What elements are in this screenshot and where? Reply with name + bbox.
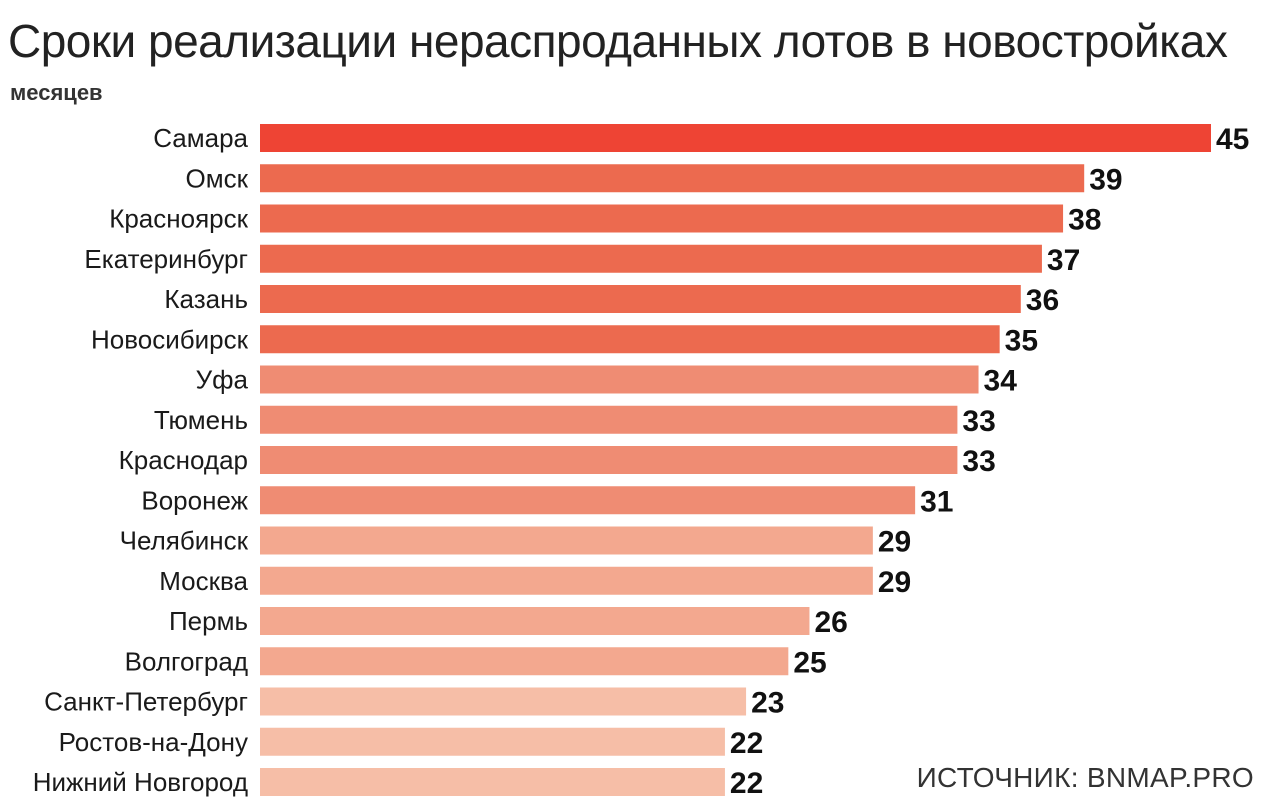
category-label: Ростов-на-Дону: [59, 727, 248, 757]
value-label: 38: [1068, 204, 1101, 237]
value-label: 34: [984, 365, 1018, 398]
value-label: 22: [730, 727, 763, 760]
category-label: Екатеринбург: [84, 244, 248, 274]
category-label: Самара: [153, 123, 248, 153]
bar: [260, 164, 1085, 193]
category-label: Москва: [159, 566, 248, 596]
bar: [260, 285, 1021, 313]
value-label: 23: [751, 687, 784, 720]
value-label: 33: [962, 405, 995, 438]
category-label: Краснодар: [119, 445, 248, 475]
value-label: 29: [878, 526, 911, 559]
value-label: 36: [1026, 284, 1059, 317]
value-label: 26: [814, 606, 847, 639]
category-label: Воронеж: [141, 485, 248, 515]
bar: [260, 566, 873, 595]
value-label: 33: [962, 445, 995, 478]
bar: [260, 526, 873, 555]
bar: [260, 607, 810, 635]
value-label: 37: [1047, 244, 1080, 277]
category-label: Нижний Новгород: [33, 767, 248, 797]
bar: [260, 365, 979, 394]
value-label: 31: [920, 485, 953, 518]
category-label: Омск: [186, 163, 249, 193]
value-label: 25: [793, 646, 826, 679]
bar: [260, 124, 1211, 152]
chart-unit-label: месяцев: [10, 80, 103, 105]
bar: [260, 768, 725, 796]
value-label: 39: [1089, 163, 1122, 196]
bar: [260, 486, 916, 515]
category-label: Тюмень: [154, 405, 248, 435]
chart-title: Сроки реализации нераспроданных лотов в …: [8, 15, 1228, 67]
category-label: Новосибирск: [91, 324, 249, 354]
bar: [260, 647, 789, 676]
bar: [260, 687, 747, 716]
value-label: 22: [730, 767, 763, 800]
bar: [260, 244, 1042, 273]
category-label: Санкт-Петербург: [44, 687, 248, 717]
category-label: Челябинск: [120, 526, 249, 556]
value-label: 29: [878, 566, 911, 599]
category-label: Волгоград: [125, 646, 248, 676]
bar: [260, 446, 958, 474]
value-label: 45: [1216, 123, 1249, 156]
category-label: Пермь: [169, 606, 248, 636]
bar: [260, 325, 1000, 354]
source-note: ИСТОЧНИК: BNMAP.PRO: [916, 762, 1254, 793]
value-label: 35: [1005, 324, 1038, 357]
bar: [260, 405, 958, 434]
category-label: Казань: [164, 284, 248, 314]
bar: [260, 204, 1064, 233]
bar: [260, 727, 725, 756]
category-label: Уфа: [196, 365, 249, 395]
category-label: Красноярск: [109, 204, 248, 234]
